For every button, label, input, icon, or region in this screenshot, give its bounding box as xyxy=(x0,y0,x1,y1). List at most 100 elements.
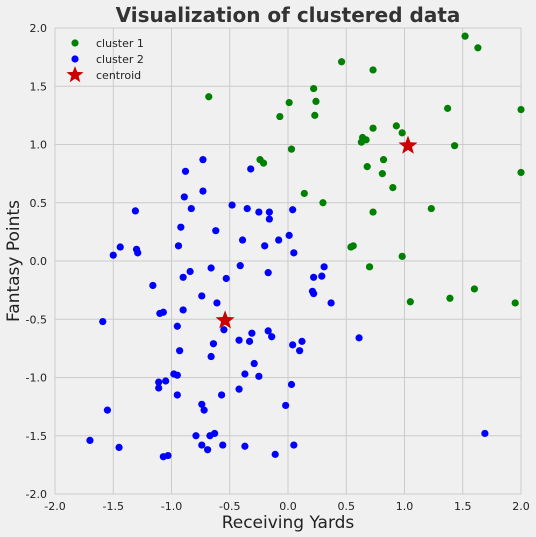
cluster-1-point xyxy=(398,252,406,260)
cluster-1-point xyxy=(517,168,525,177)
cluster-2-point xyxy=(238,236,247,244)
legend-label-cluster-1: cluster 1 xyxy=(96,37,144,50)
cluster-2-point xyxy=(236,262,244,270)
cluster-2-point xyxy=(149,281,157,290)
x-tick-label: -1.0 xyxy=(161,500,182,513)
y-tick-label: -0.5 xyxy=(26,313,47,326)
cluster-1-point xyxy=(517,105,525,114)
cluster-2-point xyxy=(355,334,363,342)
cluster-2-point xyxy=(213,299,221,307)
x-tick-label: -2.0 xyxy=(44,500,65,513)
y-tick-label: 1.5 xyxy=(30,80,48,93)
cluster-2-point xyxy=(134,249,142,257)
cluster-2-point xyxy=(248,329,256,337)
cluster-1-point xyxy=(474,44,482,52)
cluster-2-point xyxy=(131,207,139,215)
cluster-2-point xyxy=(310,273,318,281)
cluster-2-point xyxy=(212,227,220,235)
cluster-2-point xyxy=(296,347,304,355)
y-tick-label: -2.0 xyxy=(26,488,47,501)
cluster-2-point xyxy=(186,267,194,276)
cluster-1-point xyxy=(287,145,296,153)
cluster-1-point xyxy=(470,285,478,293)
legend-marker-cluster-1 xyxy=(71,39,79,47)
cluster-2-point xyxy=(255,372,263,380)
cluster-2-point xyxy=(173,322,181,330)
cluster-2-point xyxy=(271,450,279,458)
cluster-2-point xyxy=(200,406,208,414)
legend-label-cluster-2: cluster 2 xyxy=(96,53,144,66)
cluster-1-point xyxy=(406,298,414,306)
cluster-1-point xyxy=(369,66,377,74)
cluster-2-point xyxy=(187,204,195,213)
x-tick-label: 1.0 xyxy=(396,500,414,513)
cluster-2-point xyxy=(162,377,170,385)
cluster-1-point xyxy=(300,189,308,198)
cluster-2-point xyxy=(155,384,163,392)
cluster-1-point xyxy=(349,242,357,250)
cluster-2-point xyxy=(261,242,269,250)
cluster-2-point xyxy=(327,299,335,307)
cluster-2-point xyxy=(222,274,230,283)
cluster-2-point xyxy=(198,400,206,408)
cluster-2-point xyxy=(290,249,298,257)
cluster-2-point xyxy=(199,187,207,195)
x-axis-label: Receiving Yards xyxy=(222,513,355,533)
cluster-2-point xyxy=(250,359,258,368)
cluster-1-point xyxy=(427,204,435,213)
x-tick-label: 1.5 xyxy=(454,500,472,513)
cluster-2-point xyxy=(243,204,251,213)
x-tick-label: -1.5 xyxy=(103,500,124,513)
cluster-2-point xyxy=(318,272,326,280)
cluster-2-point xyxy=(285,231,293,239)
cluster-2-point xyxy=(298,337,306,345)
cluster-2-point xyxy=(116,243,124,251)
cluster-2-point xyxy=(290,441,298,449)
cluster-2-point xyxy=(177,223,185,231)
cluster-1-point xyxy=(285,98,293,107)
cluster-2-point xyxy=(179,306,187,314)
cluster-2-point xyxy=(173,371,181,379)
cluster-1-point xyxy=(259,159,268,167)
cluster-2-point xyxy=(241,442,249,450)
cluster-2-point xyxy=(287,380,296,389)
cluster-1-point xyxy=(379,156,388,164)
x-tick-label: 0.0 xyxy=(279,500,297,513)
cluster-2-point xyxy=(207,264,215,272)
cluster-2-point xyxy=(173,391,181,399)
cluster-1-point xyxy=(450,142,459,150)
legend-marker-cluster-2 xyxy=(71,55,79,63)
cluster-2-point xyxy=(268,333,276,341)
cluster-2-point xyxy=(241,370,249,378)
cluster-2-point xyxy=(220,326,228,334)
cluster-2-point xyxy=(209,340,218,348)
x-tick-label: 2.0 xyxy=(512,500,530,513)
x-tick-label: -0.5 xyxy=(219,500,240,513)
cluster-2-point xyxy=(99,317,107,326)
cluster-2-point xyxy=(310,290,318,298)
cluster-2-point xyxy=(289,206,297,214)
cluster-2-point xyxy=(255,208,263,216)
cluster-2-point xyxy=(265,215,273,223)
cluster-1-point xyxy=(363,163,371,171)
cluster-2-point xyxy=(198,292,206,300)
cluster-1-point xyxy=(369,208,377,216)
cluster-1-point xyxy=(444,104,452,112)
cluster-1-point xyxy=(369,124,377,132)
cluster-1-point xyxy=(511,299,519,307)
cluster-1-point xyxy=(205,93,213,101)
cluster-2-point xyxy=(155,378,163,386)
y-axis-label: Fantasy Points xyxy=(4,200,24,322)
y-tick-label: 2.0 xyxy=(30,22,48,35)
y-tick-label: -1.5 xyxy=(26,430,47,443)
cluster-1-point xyxy=(389,184,397,192)
gridlines xyxy=(54,27,522,495)
y-tick-label: 0.0 xyxy=(30,255,48,268)
cluster-1-point xyxy=(378,170,386,178)
cluster-1-point xyxy=(398,129,406,137)
cluster-2-point xyxy=(198,441,206,449)
y-tick-label: 1.0 xyxy=(30,139,48,152)
cluster-2-point xyxy=(235,385,243,393)
